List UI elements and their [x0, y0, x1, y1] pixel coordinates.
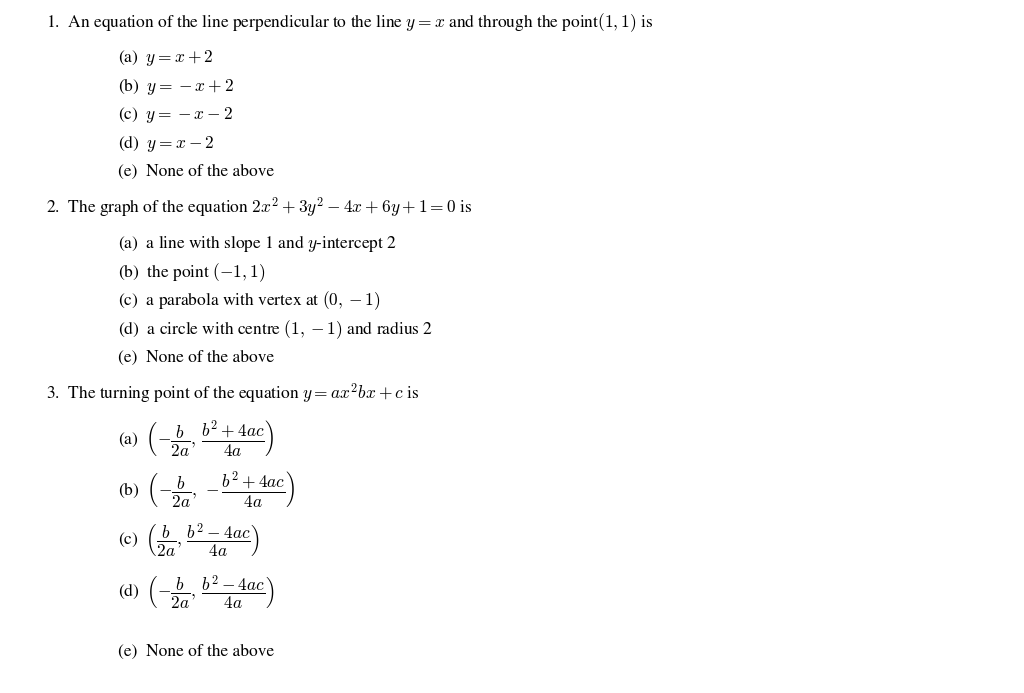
Text: (d)  $\left(-\dfrac{b}{2a},\, \dfrac{b^2-4ac}{4a}\right)$: (d) $\left(-\dfrac{b}{2a},\, \dfrac{b^2-…	[118, 573, 274, 611]
Text: (a)  a line with slope 1 and $y$-intercept 2: (a) a line with slope 1 and $y$-intercep…	[118, 234, 396, 254]
Text: (b)  $y = -x + 2$: (b) $y = -x + 2$	[118, 76, 233, 97]
Text: (e)  None of the above: (e) None of the above	[118, 643, 273, 660]
Text: (c)  $y = -x - 2$: (c) $y = -x - 2$	[118, 105, 232, 125]
Text: (b)  the point $(-1, 1)$: (b) the point $(-1, 1)$	[118, 261, 265, 283]
Text: (a)  $y = x + 2$: (a) $y = x + 2$	[118, 49, 213, 68]
Text: (b)  $\left(-\dfrac{b}{2a},\, -\dfrac{b^2+4ac}{4a}\right)$: (b) $\left(-\dfrac{b}{2a},\, -\dfrac{b^2…	[118, 469, 295, 509]
Text: (a)  $\left(-\dfrac{b}{2a},\, \dfrac{b^2+4ac}{4a}\right)$: (a) $\left(-\dfrac{b}{2a},\, \dfrac{b^2+…	[118, 418, 274, 458]
Text: (e)  None of the above: (e) None of the above	[118, 164, 273, 180]
Text: (e)  None of the above: (e) None of the above	[118, 349, 273, 366]
Text: 1.  An equation of the line perpendicular to the line $y = x$ and through the po: 1. An equation of the line perpendicular…	[46, 11, 653, 33]
Text: 3.  The turning point of the equation $y = ax^2bx + c$ is: 3. The turning point of the equation $y …	[46, 382, 420, 405]
Text: (d)  $y = x - 2$: (d) $y = x - 2$	[118, 133, 214, 154]
Text: (c)  $\left(\dfrac{b}{2a},\, \dfrac{b^2-4ac}{4a}\right)$: (c) $\left(\dfrac{b}{2a},\, \dfrac{b^2-4…	[118, 522, 260, 559]
Text: (d)  a circle with centre $(1, -1)$ and radius 2: (d) a circle with centre $(1, -1)$ and r…	[118, 318, 433, 340]
Text: 2.  The graph of the equation $2x^2 + 3y^2 - 4x + 6y + 1 = 0$ is: 2. The graph of the equation $2x^2 + 3y^…	[46, 196, 472, 220]
Text: (c)  a parabola with vertex at $(0, -1)$: (c) a parabola with vertex at $(0, -1)$	[118, 290, 381, 312]
